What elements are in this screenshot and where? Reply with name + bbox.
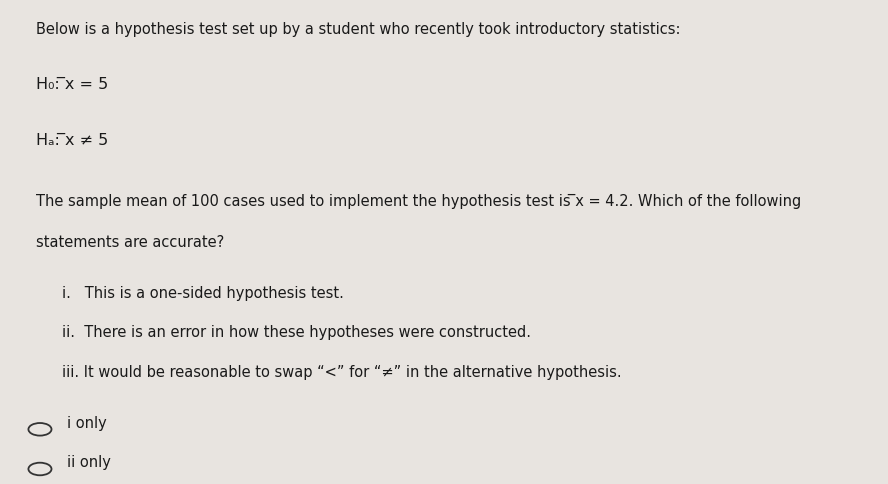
Text: The sample mean of 100 cases used to implement the hypothesis test is ̅x = 4.2. : The sample mean of 100 cases used to imp… — [36, 194, 801, 209]
Text: iii. It would be reasonable to swap “<” for “≠” in the alternative hypothesis.: iii. It would be reasonable to swap “<” … — [62, 365, 622, 380]
Text: i.   This is a one-sided hypothesis test.: i. This is a one-sided hypothesis test. — [62, 286, 344, 301]
Text: statements are accurate?: statements are accurate? — [36, 235, 224, 250]
Text: i only: i only — [67, 416, 107, 431]
Text: ii.  There is an error in how these hypotheses were constructed.: ii. There is an error in how these hypot… — [62, 325, 531, 340]
Text: Hₐ: ̅x ≠ 5: Hₐ: ̅x ≠ 5 — [36, 133, 107, 148]
Text: Below is a hypothesis test set up by a student who recently took introductory st: Below is a hypothesis test set up by a s… — [36, 22, 680, 37]
Text: ii only: ii only — [67, 455, 111, 470]
Text: H₀: ̅x = 5: H₀: ̅x = 5 — [36, 77, 107, 92]
